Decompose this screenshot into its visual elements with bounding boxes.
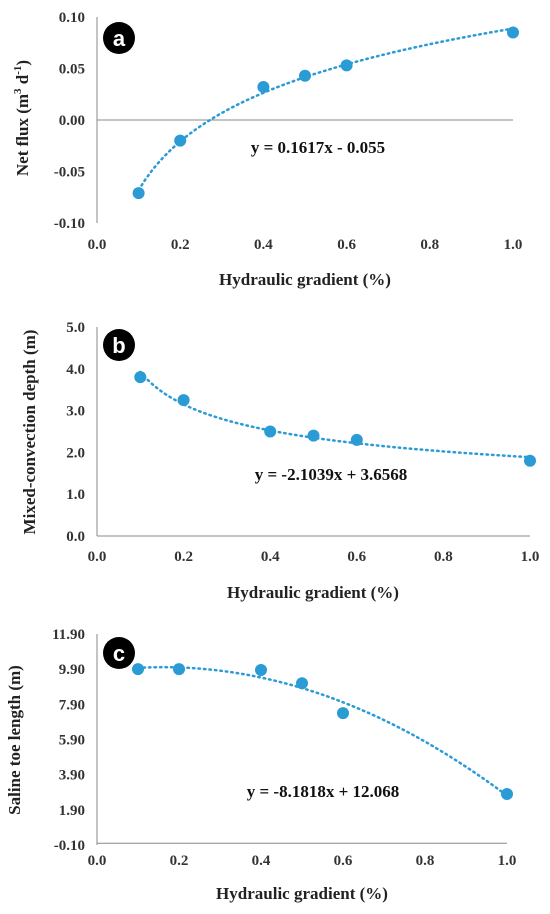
x-tick-label: 0.2 <box>170 853 189 869</box>
x-tick-label: 0.0 <box>88 549 107 565</box>
data-point <box>296 677 308 690</box>
data-point <box>132 663 144 676</box>
x-tick-label: 0.4 <box>252 853 271 869</box>
panel-a-x-axis-title: Hydraulic gradient (%) <box>219 270 391 289</box>
panel-c-equation: y = -8.1818x + 12.068 <box>247 782 400 801</box>
y-tick-label: 2.0 <box>66 445 85 461</box>
data-point <box>132 187 145 200</box>
x-tick-label: 1.0 <box>521 549 540 565</box>
x-tick-label: 1.0 <box>504 237 523 253</box>
y-tick-label: 1.0 <box>66 487 85 503</box>
trend-line <box>139 370 532 459</box>
data-point <box>501 788 513 801</box>
data-point <box>524 454 536 467</box>
data-point <box>257 81 270 94</box>
x-tick-label: 0.8 <box>434 549 453 565</box>
data-point <box>340 59 353 72</box>
data-point <box>299 69 311 82</box>
x-tick-label: 0.4 <box>254 237 273 253</box>
y-tick-label: 7.90 <box>59 697 85 713</box>
data-point <box>177 394 190 407</box>
panel-c-y-axis-title: Saline toe length (m) <box>5 665 24 815</box>
y-tick-label: -0.05 <box>54 165 85 181</box>
panel-c-x-axis-title: Hydraulic gradient (%) <box>216 884 388 903</box>
x-tick-label: 0.6 <box>347 549 366 565</box>
panel-b-equation: y = -2.1039x + 3.6568 <box>255 465 408 484</box>
y-tick-label: 9.90 <box>59 662 85 678</box>
panel-c-badge <box>103 637 135 669</box>
x-tick-label: 1.0 <box>498 853 517 869</box>
y-tick-label: 0.05 <box>59 62 85 78</box>
y-tick-label: 11.90 <box>52 627 85 643</box>
data-point <box>174 134 187 147</box>
x-tick-label: 0.2 <box>171 237 190 253</box>
panel-c-chart: c Saline toe length (m) Hydraulic gradie… <box>5 627 516 903</box>
panel-b-badge <box>103 329 135 361</box>
y-tick-label: 5.90 <box>59 733 85 749</box>
panel-a-badge <box>103 22 135 54</box>
y-tick-label: 3.0 <box>66 404 85 420</box>
x-tick-label: 0.6 <box>337 237 356 253</box>
data-point <box>173 663 185 676</box>
panel-a-chart: a Net flux (m3 d-1) Hydraulic gradient (… <box>12 10 522 289</box>
data-point <box>134 371 147 384</box>
panel-b-chart: b Mixed-convection depth (m) Hydraulic g… <box>20 320 539 602</box>
y-tick-label: 0.0 <box>66 529 85 545</box>
x-tick-label: 0.8 <box>420 237 439 253</box>
data-point <box>350 433 363 446</box>
x-tick-label: 0.6 <box>334 853 353 869</box>
x-tick-label: 0.4 <box>261 549 280 565</box>
y-tick-label: 0.00 <box>59 113 85 129</box>
y-tick-label: -0.10 <box>54 838 85 854</box>
panel-a-equation: y = 0.1617x - 0.055 <box>251 138 385 157</box>
panel-a-letter: a <box>113 26 126 51</box>
panel-b-y-axis-title: Mixed-convection depth (m) <box>20 330 39 535</box>
x-tick-label: 0.0 <box>88 853 107 869</box>
y-tick-label: -0.10 <box>54 216 85 232</box>
panel-b-x-axis-title: Hydraulic gradient (%) <box>227 583 399 602</box>
y-tick-label: 4.0 <box>66 362 85 378</box>
trend-line <box>136 665 509 797</box>
panel-b-letter: b <box>112 333 125 358</box>
x-tick-label: 0.0 <box>88 237 107 253</box>
panel-a-y-axis-title: Net flux (m3 d-1) <box>12 60 32 176</box>
panel-c-letter: c <box>113 641 125 666</box>
data-point <box>337 707 349 720</box>
y-tick-label: 5.0 <box>66 320 85 336</box>
y-tick-label: 1.90 <box>59 803 85 819</box>
data-point <box>307 429 320 442</box>
data-point <box>264 425 277 438</box>
trend-line <box>137 27 515 192</box>
x-tick-label: 0.2 <box>174 549 193 565</box>
y-tick-label: 0.10 <box>59 10 85 26</box>
y-tick-label: 3.90 <box>59 768 85 784</box>
data-point <box>507 26 519 39</box>
x-tick-label: 0.8 <box>416 853 435 869</box>
data-point <box>255 664 267 677</box>
